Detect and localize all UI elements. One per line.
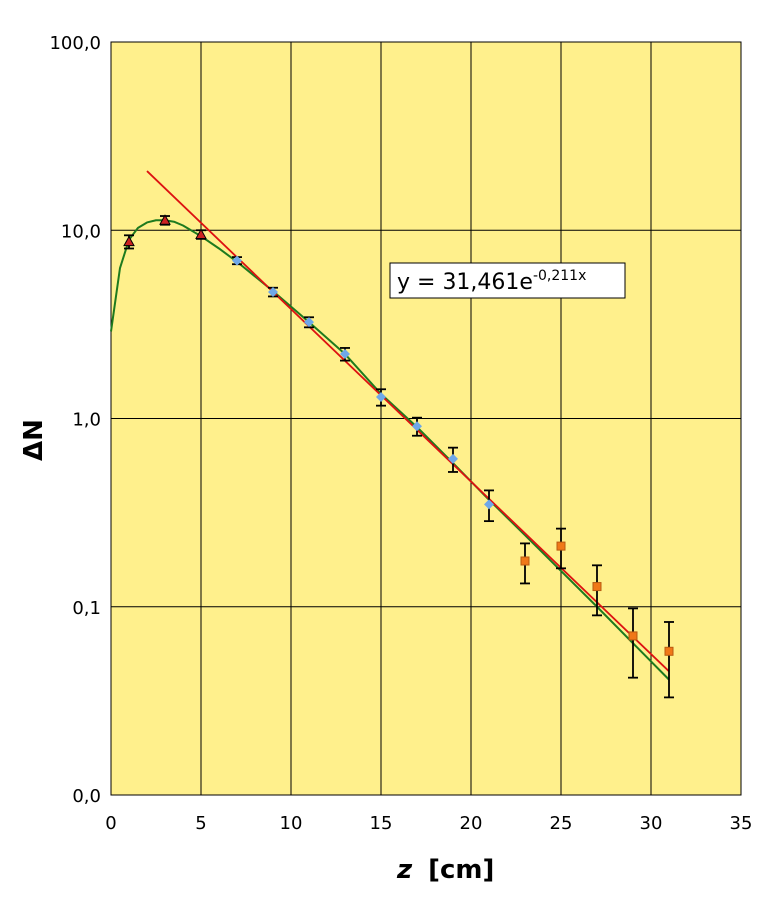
svg-text:y = 31,461e-0,211x: y = 31,461e-0,211x <box>397 268 586 295</box>
fit-curve <box>110 219 670 681</box>
y-tick-label: 0,0 <box>72 786 101 807</box>
y-tick-labels: 0,0 0,1 1,0 10,0 100,0 <box>49 33 101 807</box>
equation-box: y = 31,461e-0,211x <box>389 262 626 299</box>
data-point-diamond <box>484 499 494 510</box>
data-point-triangle <box>123 235 135 247</box>
y-tick-label: 100,0 <box>49 33 101 54</box>
grid <box>111 42 741 795</box>
x-tick-label: 25 <box>550 813 573 834</box>
y-tick-label: 10,0 <box>61 221 101 242</box>
data-point-square <box>592 582 602 592</box>
data-point-diamond <box>376 392 386 403</box>
data-point-square <box>520 556 530 566</box>
y-tick-label: 1,0 <box>72 410 101 431</box>
data-point-diamond <box>412 421 422 432</box>
data-point-diamond <box>448 453 458 464</box>
x-tick-label: 20 <box>460 813 483 834</box>
equation-exponent: -0,211x <box>533 268 586 284</box>
x-tick-label: 10 <box>280 813 303 834</box>
data-point-diamond <box>232 255 242 266</box>
x-tick-label: 35 <box>730 813 753 834</box>
x-axis-label: z <box>396 855 413 885</box>
data-point-diamond <box>304 317 314 328</box>
data-point-square <box>664 646 674 656</box>
x-tick-label: 5 <box>195 813 206 834</box>
y-tick-label: 0,1 <box>72 598 101 619</box>
x-tick-label: 15 <box>370 813 393 834</box>
x-axis-title: z [cm] <box>396 855 494 885</box>
x-tick-label: 30 <box>640 813 663 834</box>
data-point-triangle <box>159 214 171 225</box>
equation-label: y = 31,461e <box>397 270 533 295</box>
x-tick-labels: 0 5 10 15 20 25 30 35 <box>105 813 752 834</box>
data-point-square <box>556 541 566 551</box>
data-point-diamond <box>268 286 278 297</box>
y-axis-title: ΔN <box>19 419 49 461</box>
exponential-trendline <box>146 170 670 672</box>
data-point-square <box>628 631 638 641</box>
data-point-triangle <box>195 228 207 239</box>
curves <box>110 170 670 681</box>
markers <box>123 214 674 656</box>
x-tick-label: 0 <box>105 813 116 834</box>
x-axis-unit: [cm] <box>428 855 494 885</box>
data-point-diamond <box>340 349 350 360</box>
